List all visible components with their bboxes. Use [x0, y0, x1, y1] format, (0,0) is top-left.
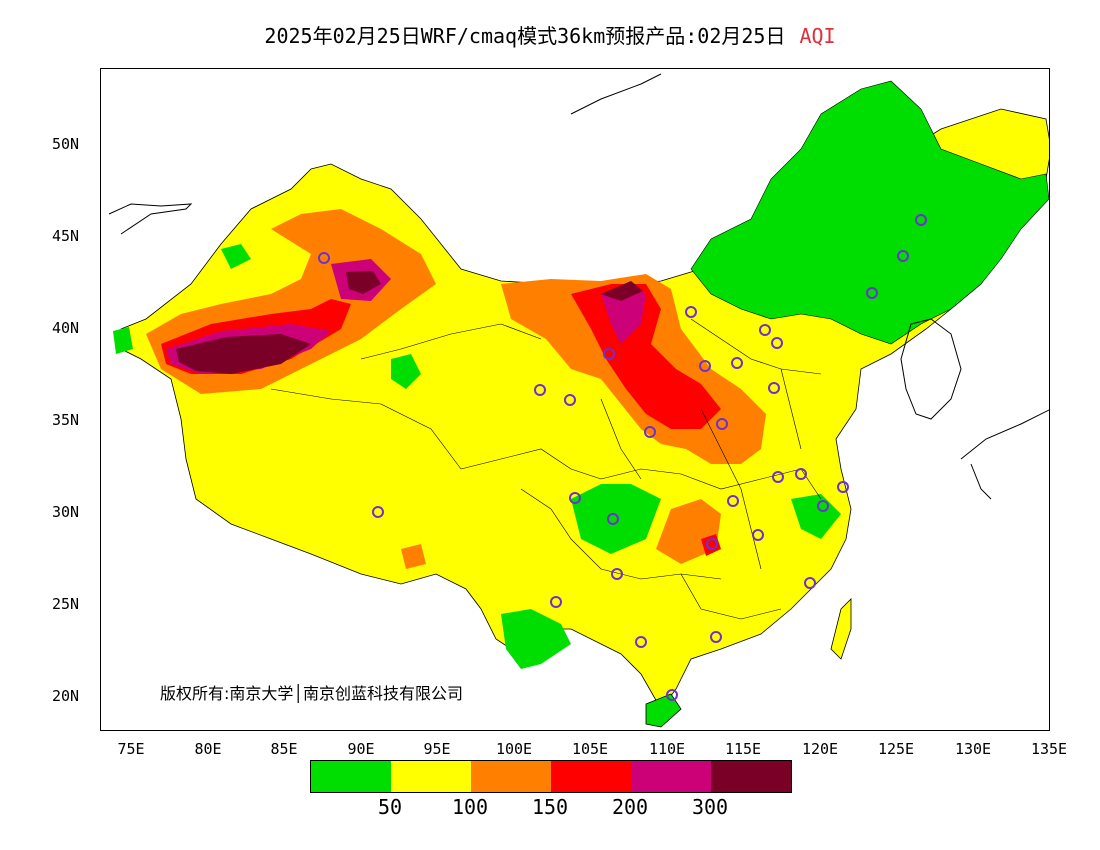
colorbar-swatch	[311, 761, 391, 792]
north-purple	[601, 284, 646, 344]
city-marker	[897, 250, 909, 262]
lon-label-120e: 120E	[801, 740, 839, 758]
lon-label-75e: 75E	[117, 740, 145, 758]
lon-label-130e: 130E	[954, 740, 992, 758]
lat-label-50n: 50N	[52, 135, 80, 153]
city-marker	[731, 357, 743, 369]
lat-label-20n: 20N	[52, 687, 80, 705]
city-marker	[866, 287, 878, 299]
lat-label-25n: 25N	[52, 595, 80, 613]
lon-label-115e: 115E	[724, 740, 762, 758]
tibet-orange	[401, 544, 426, 569]
city-marker	[666, 689, 678, 701]
qinghai-green	[391, 354, 421, 389]
lon-label-95e: 95E	[423, 740, 451, 758]
lat-label-45n: 45N	[52, 227, 80, 245]
japan-outline	[960, 409, 1049, 500]
city-marker	[706, 538, 718, 550]
lat-label-40n: 40N	[52, 319, 80, 337]
copyright-notice: 版权所有:南京大学│南京创蓝科技有限公司	[160, 684, 464, 703]
aqi-colorbar	[310, 760, 792, 793]
city-marker	[372, 506, 384, 518]
province-boundaries	[270, 318, 822, 620]
colorbar-swatch	[631, 761, 711, 792]
city-marker	[550, 596, 562, 608]
west-green	[113, 327, 133, 354]
turpan-dark	[346, 271, 381, 294]
city-marker	[569, 492, 581, 504]
colorbar-swatch	[471, 761, 551, 792]
lon-label-135e: 135E	[1030, 740, 1068, 758]
city-marker	[804, 577, 816, 589]
city-marker	[603, 348, 615, 360]
xinjiang-green	[221, 244, 251, 269]
sakhalin-outline	[570, 73, 662, 115]
lon-label-110e: 110E	[648, 740, 686, 758]
colorbar-swatch	[711, 761, 791, 792]
map-panel	[100, 68, 1050, 731]
korea-outline	[900, 318, 962, 420]
lat-label-35n: 35N	[52, 411, 80, 429]
yunnan-green	[501, 609, 571, 669]
city-marker	[318, 252, 330, 264]
title-main: 2025年02月25日WRF/cmaq模式36km预报产品:02月25日	[264, 24, 786, 48]
xinjiang-dark	[176, 334, 311, 374]
colorbar-label-200: 200	[611, 795, 649, 819]
lon-label-125e: 125E	[877, 740, 915, 758]
city-marker	[915, 214, 927, 226]
central-red	[701, 534, 721, 556]
city-marker	[752, 529, 764, 541]
colorbar-swatch	[391, 761, 471, 792]
title-variable: AQI	[799, 24, 836, 48]
city-marker	[710, 631, 722, 643]
city-marker	[564, 394, 576, 406]
city-marker	[611, 568, 623, 580]
north-red	[571, 284, 721, 429]
city-marker	[699, 360, 711, 372]
city-marker	[817, 500, 829, 512]
lon-label-105e: 105E	[571, 740, 609, 758]
city-marker	[768, 382, 780, 394]
city-markers	[318, 214, 927, 701]
colorbar-label-300: 300	[691, 795, 729, 819]
northeast-green-region	[690, 80, 1049, 345]
sichuan-green	[571, 484, 661, 554]
city-marker	[772, 471, 784, 483]
aqi-map	[108, 73, 1049, 728]
taiwan	[830, 598, 852, 660]
city-marker	[771, 337, 783, 349]
kazakh-outline	[108, 203, 193, 235]
colorbar-label-50: 50	[377, 795, 403, 819]
map-title: 2025年02月25日WRF/cmaq模式36km预报产品:02月25日 AQI	[0, 20, 1100, 49]
city-marker	[607, 513, 619, 525]
lon-label-90e: 90E	[347, 740, 375, 758]
city-marker	[837, 481, 849, 493]
colorbar-label-150: 150	[531, 795, 569, 819]
city-marker	[534, 384, 546, 396]
city-marker	[795, 468, 807, 480]
lat-label-30n: 30N	[52, 503, 80, 521]
colorbar-label-100: 100	[451, 795, 489, 819]
lon-label-100e: 100E	[495, 740, 533, 758]
city-marker	[685, 306, 697, 318]
lon-label-80e: 80E	[194, 740, 222, 758]
city-marker	[644, 426, 656, 438]
city-marker	[635, 636, 647, 648]
city-marker	[716, 418, 728, 430]
city-marker	[759, 324, 771, 336]
colorbar-swatch	[551, 761, 631, 792]
north-dark	[601, 281, 643, 301]
city-marker	[727, 495, 739, 507]
lon-label-85e: 85E	[270, 740, 298, 758]
